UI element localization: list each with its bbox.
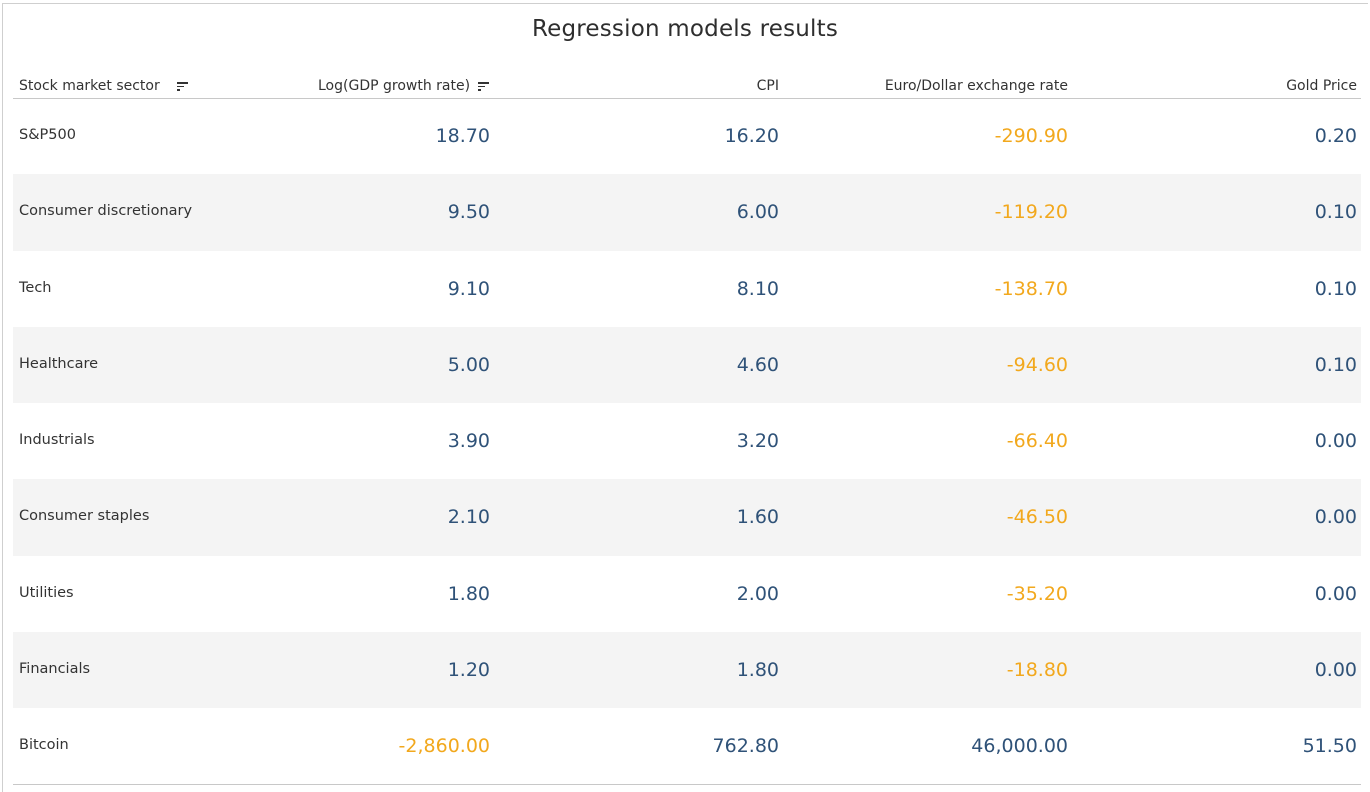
- cpi-value-cell: 16.20: [724, 125, 779, 147]
- eurusd-value-cell: -18.80: [1006, 659, 1068, 682]
- gdp-value-cell: 1.80: [447, 582, 490, 605]
- gdp-value-cell: 5.00: [447, 353, 490, 376]
- column-header-label: Gold Price: [1286, 78, 1357, 94]
- gold-value-cell: 51.50: [1302, 735, 1357, 758]
- gold-value-cell: 0.00: [1314, 659, 1357, 682]
- gdp-value-cell: 9.50: [447, 201, 490, 224]
- gdp-value-cell: 1.20: [447, 659, 490, 682]
- gold-value-cell: 0.10: [1314, 201, 1357, 224]
- sort-descending-icon[interactable]: [176, 81, 189, 91]
- sector-name-cell: Bitcoin: [19, 737, 69, 754]
- column-header-label: Log(GDP growth rate): [318, 78, 471, 94]
- table-row[interactable]: Consumer staples 2.10 1.60 -46.50 0.00: [13, 479, 1361, 556]
- gold-value-cell: 0.20: [1314, 125, 1357, 147]
- sector-name-cell: Industrials: [19, 432, 95, 449]
- table-row[interactable]: Industrials 3.90 3.20 -66.40 0.00: [13, 403, 1361, 479]
- gold-value-cell: 0.10: [1314, 353, 1357, 376]
- table-body: S&P500 18.70 16.20 -290.90 0.20 Consumer disc…: [13, 98, 1361, 785]
- table-row[interactable]: Tech 9.10 8.10 -138.70 0.10: [13, 251, 1361, 327]
- eurusd-value-cell: -94.60: [1006, 353, 1068, 376]
- table-row[interactable]: Utilities 1.80 2.00 -35.20 0.00: [13, 556, 1361, 632]
- column-header-eurusd[interactable]: Euro/Dollar exchange rate: [885, 78, 1068, 94]
- table-row[interactable]: Financials 1.20 1.80 -18.80 0.00: [13, 632, 1361, 709]
- table-row[interactable]: Consumer discretionary 9.50 6.00 -119.20 0.1…: [13, 174, 1361, 251]
- page-title: Regression models results: [531, 16, 839, 42]
- cpi-value-cell: 1.60: [736, 506, 779, 529]
- cpi-value-cell: 3.20: [736, 430, 779, 453]
- eurusd-value-cell: -66.40: [1006, 430, 1068, 453]
- eurusd-value-cell: 46,000.00: [971, 735, 1068, 758]
- gdp-value-cell: 2.10: [447, 506, 490, 529]
- table-frame: [2, 3, 1368, 792]
- cpi-value-cell: 8.10: [736, 277, 779, 300]
- cpi-value-cell: 4.60: [736, 353, 779, 376]
- gold-value-cell: 0.00: [1314, 430, 1357, 453]
- column-header-cpi[interactable]: CPI: [757, 78, 779, 94]
- table-bottom-divider: [13, 784, 1361, 785]
- sector-name-cell: Financials: [19, 661, 91, 678]
- gdp-value-cell: -2,860.00: [398, 735, 490, 758]
- column-header-label: Stock market sector: [19, 78, 160, 94]
- sector-name-cell: Healthcare: [19, 355, 99, 372]
- eurusd-value-cell: -46.50: [1006, 506, 1068, 529]
- sector-name-cell: S&P500: [19, 127, 76, 143]
- column-header-label: Euro/Dollar exchange rate: [884, 78, 1068, 94]
- eurusd-value-cell: -119.20: [994, 201, 1068, 224]
- sector-name-cell: Utilities: [19, 584, 74, 601]
- eurusd-value-cell: -290.90: [994, 125, 1068, 147]
- table-row[interactable]: Healthcare 5.00 4.60 -94.60 0.10: [13, 326, 1361, 404]
- table-row[interactable]: S&P500 18.70 16.20 -290.90 0.20: [13, 98, 1361, 174]
- gold-value-cell: 0.10: [1314, 277, 1357, 300]
- cpi-value-cell: 2.00: [736, 582, 779, 605]
- gdp-value-cell: 9.10: [447, 277, 490, 300]
- eurusd-value-cell: -138.70: [994, 277, 1068, 300]
- cpi-value-cell: 762.80: [712, 735, 779, 758]
- sector-name-cell: Consumer staples: [19, 508, 150, 525]
- column-header-gold[interactable]: Gold Price: [1286, 78, 1357, 94]
- gold-value-cell: 0.00: [1314, 506, 1357, 529]
- table-row[interactable]: Bitcoin -2,860.00 762.80 46,000.00 51.50: [13, 708, 1361, 784]
- table-header: Stock market sector Log(GDP growth rate)…: [13, 74, 1361, 99]
- cpi-value-cell: 1.80: [736, 659, 779, 682]
- gold-value-cell: 0.00: [1314, 582, 1357, 605]
- eurusd-value-cell: -35.20: [1006, 582, 1068, 605]
- column-header-label: CPI: [756, 78, 779, 94]
- column-header-sector[interactable]: Stock market sector: [19, 78, 189, 94]
- sector-name-cell: Tech: [19, 279, 52, 296]
- cpi-value-cell: 6.00: [736, 201, 779, 224]
- column-header-gdp[interactable]: Log(GDP growth rate): [318, 78, 490, 94]
- gdp-value-cell: 3.90: [447, 430, 490, 453]
- sort-descending-icon[interactable]: [478, 81, 490, 91]
- gdp-value-cell: 18.70: [435, 125, 490, 147]
- sector-name-cell: Consumer discretionary: [19, 203, 193, 220]
